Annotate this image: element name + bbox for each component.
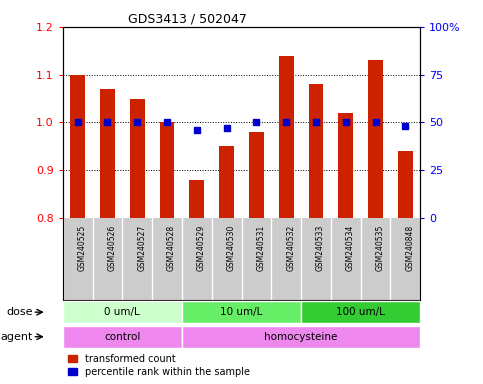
Text: GSM240526: GSM240526 — [108, 225, 116, 271]
Text: homocysteine: homocysteine — [264, 332, 338, 342]
Bar — [130, 99, 145, 218]
Text: GSM240848: GSM240848 — [405, 225, 414, 271]
Point — [74, 119, 82, 126]
Bar — [63, 326, 182, 348]
Bar — [100, 89, 115, 218]
Bar — [301, 301, 420, 323]
Title: GDS3413 / 502047: GDS3413 / 502047 — [128, 13, 247, 26]
Point — [104, 119, 112, 126]
Point — [193, 127, 201, 133]
Bar — [279, 56, 294, 218]
Bar — [368, 60, 383, 218]
Point — [401, 123, 409, 129]
Bar — [63, 301, 182, 323]
Text: GSM240525: GSM240525 — [78, 225, 86, 271]
Text: control: control — [104, 332, 141, 342]
Text: agent: agent — [0, 332, 32, 342]
Bar — [338, 113, 353, 218]
Text: GSM240527: GSM240527 — [137, 225, 146, 271]
Bar — [182, 326, 420, 348]
Point — [372, 119, 380, 126]
Bar — [70, 74, 85, 218]
Text: GSM240533: GSM240533 — [316, 225, 325, 271]
Point — [312, 119, 320, 126]
Point — [282, 119, 290, 126]
Legend: transformed count, percentile rank within the sample: transformed count, percentile rank withi… — [68, 354, 250, 377]
Point — [223, 125, 230, 131]
Bar — [189, 180, 204, 218]
Point — [163, 119, 171, 126]
Bar — [182, 301, 301, 323]
Text: 100 um/L: 100 um/L — [336, 307, 385, 317]
Point — [253, 119, 260, 126]
Text: GSM240535: GSM240535 — [376, 225, 384, 271]
Bar — [219, 146, 234, 218]
Text: 10 um/L: 10 um/L — [220, 307, 263, 317]
Text: GSM240528: GSM240528 — [167, 225, 176, 271]
Point — [342, 119, 350, 126]
Text: dose: dose — [6, 307, 32, 317]
Text: GSM240530: GSM240530 — [227, 225, 236, 271]
Text: GSM240531: GSM240531 — [256, 225, 265, 271]
Bar — [398, 151, 413, 218]
Text: 0 um/L: 0 um/L — [104, 307, 140, 317]
Bar — [249, 132, 264, 218]
Text: GSM240529: GSM240529 — [197, 225, 206, 271]
Text: GSM240534: GSM240534 — [346, 225, 355, 271]
Bar — [159, 122, 174, 218]
Point — [133, 119, 141, 126]
Text: GSM240532: GSM240532 — [286, 225, 295, 271]
Bar — [309, 84, 324, 218]
